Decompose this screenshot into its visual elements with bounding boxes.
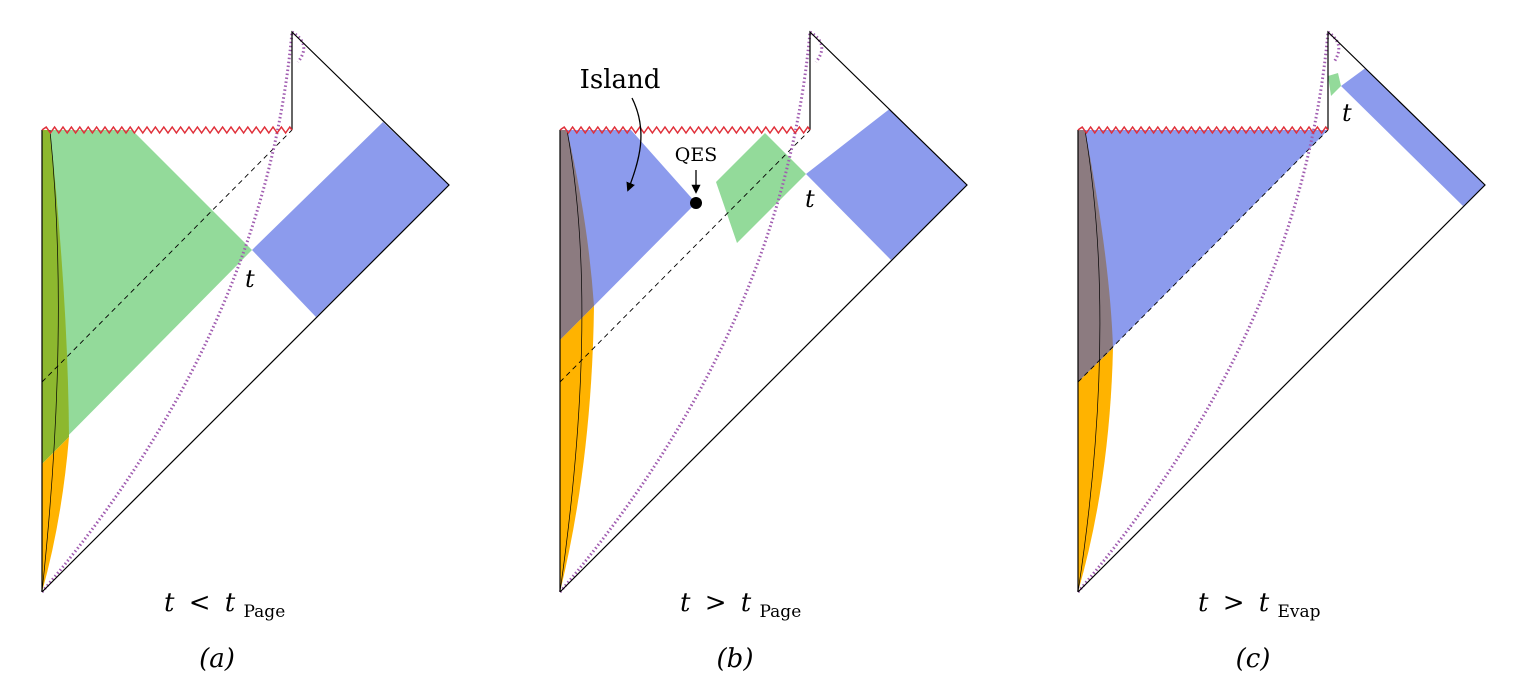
blue-interior-region [1078,130,1328,382]
trajectory-dotted-curve-upper [809,30,824,63]
panel-caption: (b) [717,644,754,674]
green-wedge [1328,73,1341,96]
diagram-outline [559,30,968,593]
panel-caption: (a) [199,644,235,674]
mauve-region [560,130,594,340]
panel-caption: (c) [1236,644,1271,674]
star-surface-curve [559,129,583,593]
trajectory-dotted-curve-upper [291,30,306,63]
blue-radiation-region [252,122,449,317]
time-label: t [245,265,255,293]
island-region [560,130,696,340]
qes-label: QES [675,144,717,166]
condition-label: t < t Page [164,588,285,622]
time-label: t [1342,99,1352,127]
panel-b: Island QES t t > t Page (b) [558,30,968,674]
orange-region [560,306,594,592]
qes-point [690,197,702,209]
star-surface-curve [41,129,59,593]
diagram-outline [1077,30,1486,593]
singularity-zigzag [559,125,811,135]
island-label: Island [580,65,661,95]
trajectory-dotted-curve [558,31,812,593]
blue-radiation-region [1341,64,1485,206]
trajectory-dotted-curve-upper [1327,30,1341,63]
island-arrow [626,97,642,192]
diagram-outline [41,30,450,593]
panel-a: t t < t Page (a) [40,30,450,674]
condition-label: t > t Evap [1198,588,1321,622]
green-wedge [42,130,252,462]
olive-region [42,130,69,464]
time-label: t [805,185,815,213]
panel-c: t t > t Evap (c) [1076,30,1486,674]
green-wedge [716,133,806,243]
singularity-zigzag [1077,125,1329,135]
blue-radiation-region [806,100,967,260]
singularity-zigzag [41,125,293,135]
orange-region [42,437,69,592]
mauve-region [1078,130,1113,382]
star-surface-curve [1077,129,1101,593]
condition-label: t > t Page [680,588,801,622]
